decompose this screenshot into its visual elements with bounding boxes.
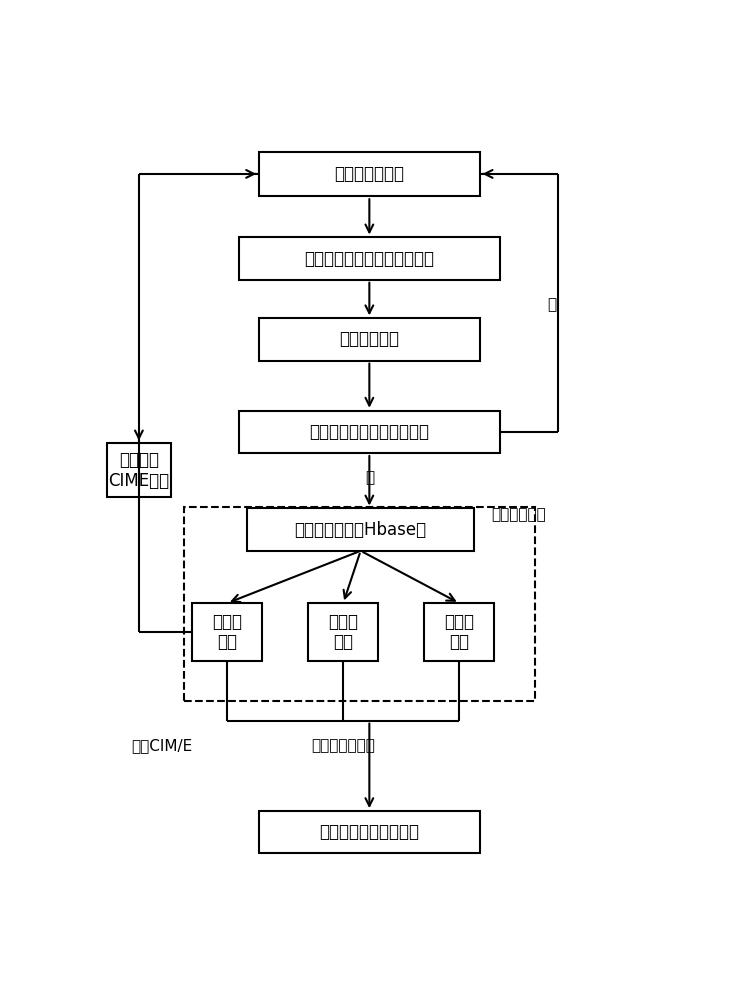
Bar (259, 152, 479, 196)
Text: 局部数
据库: 局部数 据库 (212, 613, 242, 651)
Text: 返回实时数据库: 返回实时数据库 (312, 738, 375, 753)
Text: 模型管理平台: 模型管理平台 (339, 330, 399, 348)
Text: 是: 是 (365, 471, 374, 486)
Bar (239, 237, 500, 280)
Bar (247, 508, 474, 551)
Bar (192, 603, 262, 661)
Bar (259, 811, 479, 853)
Text: 模型范围、版本、返回方式等: 模型范围、版本、返回方式等 (304, 250, 434, 268)
Text: 返回CIM/E: 返回CIM/E (132, 738, 192, 753)
Text: 局部数
据库: 局部数 据库 (444, 613, 474, 651)
Bar (239, 411, 500, 453)
Text: 否: 否 (548, 297, 557, 312)
Bar (425, 603, 494, 661)
Text: 模型存储中心: 模型存储中心 (491, 507, 546, 522)
Text: 分布式并行实时数据库: 分布式并行实时数据库 (319, 823, 419, 841)
Bar (309, 603, 378, 661)
Bar (107, 443, 171, 497)
Text: 检查是否具备模型提取权限: 检查是否具备模型提取权限 (309, 423, 429, 441)
Text: 分布式数据库（Hbase）: 分布式数据库（Hbase） (294, 521, 427, 539)
Text: 用户或应用程序: 用户或应用程序 (334, 165, 404, 183)
Text: 局部数
据库: 局部数 据库 (328, 613, 358, 651)
Text: 数据库转
CIME接口: 数据库转 CIME接口 (109, 451, 169, 490)
Bar (259, 318, 479, 361)
Bar (184, 507, 535, 701)
